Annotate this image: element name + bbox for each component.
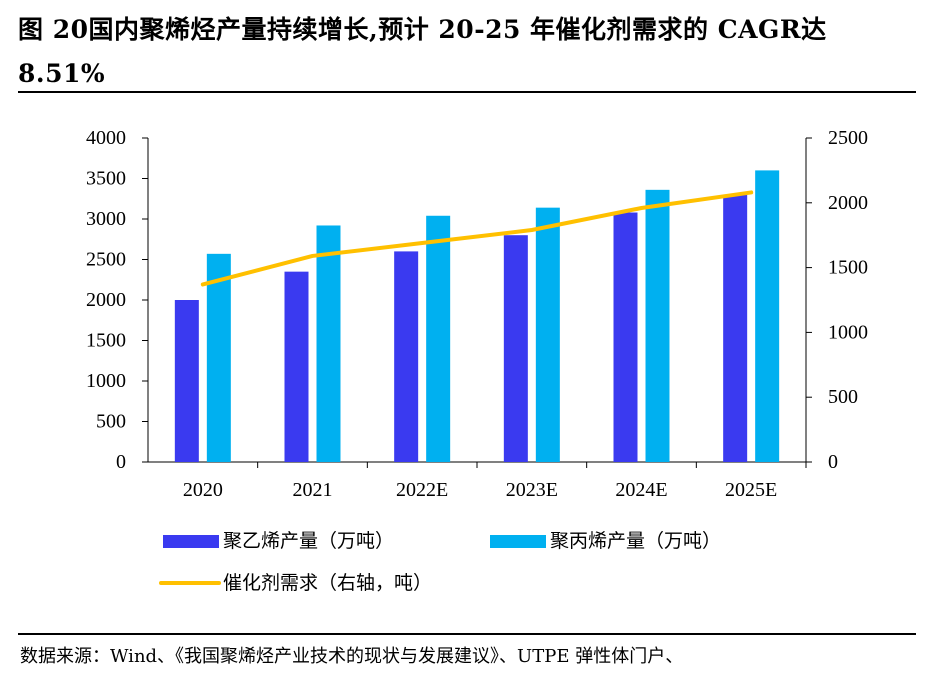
y-left-tick-label: 500 xyxy=(96,411,126,433)
y-left-tick-label: 3000 xyxy=(86,208,126,230)
line-catalyst-demand xyxy=(200,190,754,287)
y-right-tick-label: 1500 xyxy=(828,257,868,279)
line-point xyxy=(750,191,752,193)
y-left-tick-label: 2500 xyxy=(86,249,126,271)
bar-polyethylene xyxy=(503,235,528,462)
title-divider xyxy=(18,91,916,93)
legend-label-catalyst: 催化剂需求（右轴，吨） xyxy=(223,572,432,594)
bar-polyethylene xyxy=(174,300,199,462)
y-right-tick-label: 2000 xyxy=(828,192,868,214)
legend-swatch-polyethylene xyxy=(163,535,219,548)
x-tick-label: 2021 xyxy=(293,479,333,501)
y-left-tick-label: 3500 xyxy=(86,168,126,190)
legend-label-polyethylene: 聚乙烯产量（万吨） xyxy=(223,530,394,552)
x-tick-label: 2023E xyxy=(506,479,558,501)
line-point xyxy=(421,242,423,244)
legend-label-polypropylene: 聚丙烯产量（万吨） xyxy=(550,530,721,552)
bar-polypropylene xyxy=(206,253,231,462)
plot-area: 0 500 1000 1500 2000 2500 3000 3500 4000 0 500 1000… xyxy=(86,127,868,501)
y-right-tick-label: 1000 xyxy=(828,321,868,343)
y-left-tick-label: 2000 xyxy=(86,289,126,311)
y-right-tick-label: 2500 xyxy=(828,127,868,149)
bar-polyethylene xyxy=(284,271,309,462)
source-note: 数据来源：Wind、《我国聚烯烃产业技术的现状与发展建议》、UTPE 弹性体门户… xyxy=(20,646,684,667)
y-left-tick-label: 1500 xyxy=(86,330,126,352)
line-point xyxy=(312,255,313,257)
x-tick-label: 2025E xyxy=(725,479,777,501)
legend: 聚乙烯产量（万吨） 聚丙烯产量（万吨） 催化剂需求（右轴，吨） xyxy=(159,530,721,594)
line-point xyxy=(641,207,642,209)
x-tick-label: 2020 xyxy=(183,479,223,501)
bar-polypropylene xyxy=(316,225,341,462)
bar-polypropylene xyxy=(755,170,780,462)
bar-polypropylene xyxy=(426,215,451,462)
y-left-tick-label: 0 xyxy=(116,451,126,473)
bar-polypropylene xyxy=(645,189,670,462)
line-point xyxy=(202,283,204,285)
y-right-tick-label: 500 xyxy=(828,386,858,408)
chart-svg: 0 500 1000 1500 2000 2500 3000 3500 4000 0 500 1000… xyxy=(86,127,868,594)
line-point xyxy=(531,229,533,231)
chart-title: 图 20国内聚烯烃产量持续增长,预计 20-25 年催化剂需求的 CAGR达 8… xyxy=(18,15,827,88)
y-left-tick-label: 1000 xyxy=(86,370,126,392)
x-tick-label: 2024E xyxy=(615,479,667,501)
y-left-tick-label: 4000 xyxy=(86,127,126,149)
source-divider xyxy=(18,633,916,635)
bar-polyethylene xyxy=(723,194,748,462)
x-tick-label: 2022E xyxy=(396,479,448,501)
bar-polypropylene xyxy=(535,207,560,462)
bar-polyethylene xyxy=(613,212,638,462)
y-right-tick-label: 0 xyxy=(828,451,838,473)
legend-swatch-polypropylene xyxy=(490,535,546,548)
bar-polyethylene xyxy=(394,251,419,462)
